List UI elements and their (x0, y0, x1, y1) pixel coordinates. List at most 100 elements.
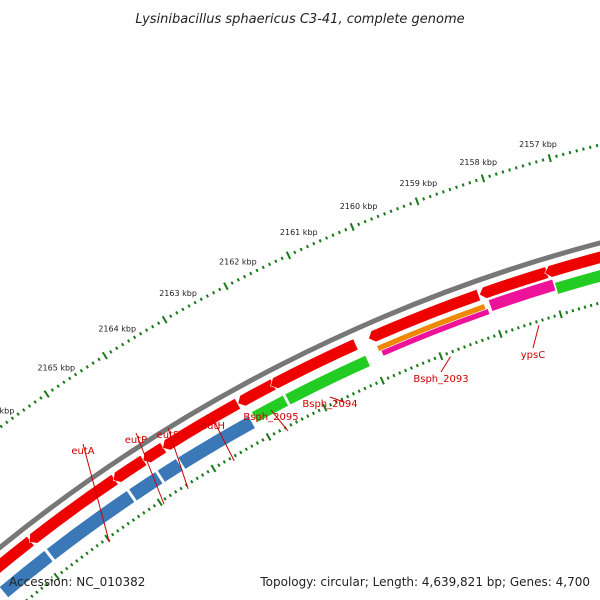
scale-tick (363, 219, 367, 224)
scale-label: 2164 kbp (98, 325, 136, 334)
scale-tick (488, 174, 492, 178)
inner-tick (289, 423, 293, 427)
gene-leader-line (532, 325, 540, 349)
scale-tick (448, 187, 452, 192)
inner-tick (346, 394, 350, 399)
gene-label: eutP (125, 435, 147, 446)
scale-tick (370, 217, 374, 221)
scale-tick (383, 212, 387, 216)
inner-tick (228, 456, 232, 461)
inner-tick (451, 349, 455, 354)
scale-tick (285, 251, 292, 260)
scale-tick (501, 170, 505, 174)
inner-tick (100, 540, 105, 544)
green-feature (284, 354, 371, 406)
inner-tick (541, 318, 544, 322)
inner-tick (25, 598, 29, 600)
gene-leader-line (440, 356, 451, 373)
inner-tick (379, 376, 385, 385)
inner-tick (80, 555, 84, 559)
scale-tick (318, 239, 322, 243)
inner-tick (386, 376, 390, 380)
gene-label: Bsph_2093 (413, 374, 468, 385)
gene-label: eutH (201, 421, 225, 432)
scale-tick (161, 315, 168, 324)
inner-tick (438, 352, 444, 361)
scale-tick (461, 183, 465, 187)
inner-tick (60, 570, 64, 575)
inner-tick (457, 347, 461, 351)
inner-tick (156, 498, 163, 507)
inner-tick (480, 338, 484, 343)
scale-tick (494, 172, 498, 176)
scale-track (0, 143, 599, 429)
gene-leader-line (329, 396, 345, 403)
scale-tick (187, 304, 191, 308)
scale-label: 2165 kbp (37, 364, 75, 373)
inner-tick (583, 305, 587, 309)
inner-tick (53, 572, 60, 581)
inner-tick (421, 361, 425, 365)
inner-tick (374, 381, 379, 386)
scale-tick (547, 153, 552, 163)
scale-label: 2158 kbp (459, 158, 497, 167)
scale-tick (236, 278, 240, 282)
inner-tick (565, 310, 569, 315)
inner-tick (50, 578, 54, 583)
inner-tick (306, 414, 310, 418)
scale-tick (325, 236, 329, 240)
scale-tick (101, 351, 108, 360)
scale-tick (514, 166, 518, 170)
blue-feature (128, 471, 164, 502)
scale-tick (230, 281, 234, 285)
inner-tick (200, 473, 205, 477)
scale-tick (223, 282, 229, 291)
scale-tick (344, 227, 348, 232)
inner-tick (136, 514, 141, 519)
scale-tick (199, 297, 203, 302)
inner-tick (547, 316, 550, 320)
inner-tick (116, 529, 120, 533)
scale-tick (568, 150, 572, 155)
scale-label: 2157 kbp (519, 140, 557, 149)
blue-feature (0, 550, 54, 599)
scale-label: 2163 kbp (159, 289, 197, 298)
accession-text: Accession: NC_010382 (9, 575, 145, 589)
scale-tick (588, 145, 592, 149)
blue-feature (156, 458, 184, 483)
inner-tick (206, 469, 210, 474)
inner-tick (535, 320, 538, 324)
scale-tick (409, 202, 413, 206)
scale-tick (73, 372, 78, 377)
summary-text: Topology: circular; Length: 4,639,821 bp… (259, 575, 590, 589)
scale-tick (79, 368, 84, 373)
gene-leader-line (135, 432, 165, 505)
inner-tick (147, 507, 151, 512)
scale-labels: 2157 kbp 2158 kbp 2159 kbp 2160 kbp 2161 kbp… (0, 140, 557, 415)
inner-tick (398, 371, 402, 375)
scale-tick (43, 390, 50, 398)
inner-tick (168, 493, 173, 498)
inner-tick (486, 336, 490, 340)
scale-tick (480, 174, 486, 183)
gene-label: eutA (71, 446, 94, 457)
scale-tick (455, 185, 458, 189)
inner-tick (265, 432, 272, 441)
scale-tick (274, 259, 278, 264)
inner-tick (179, 486, 183, 491)
pink-feature (487, 278, 557, 312)
scale-tick (534, 160, 538, 164)
inner-tick (528, 322, 532, 326)
scale-label: 2161 kbp (280, 228, 318, 237)
scale-tick (414, 197, 420, 206)
inner-tick (121, 525, 125, 530)
inner-tick (415, 363, 419, 368)
inner-tick (75, 559, 79, 563)
inner-tick (311, 411, 316, 416)
inner-tick (510, 328, 514, 332)
scale-tick (474, 178, 478, 183)
inner-tick (577, 307, 581, 311)
gene-labels: ypsC Bsph_2093 Bsph_2094 Bsph_2095 eutH eutS e… (71, 325, 545, 543)
gene-leader-line (82, 443, 110, 543)
